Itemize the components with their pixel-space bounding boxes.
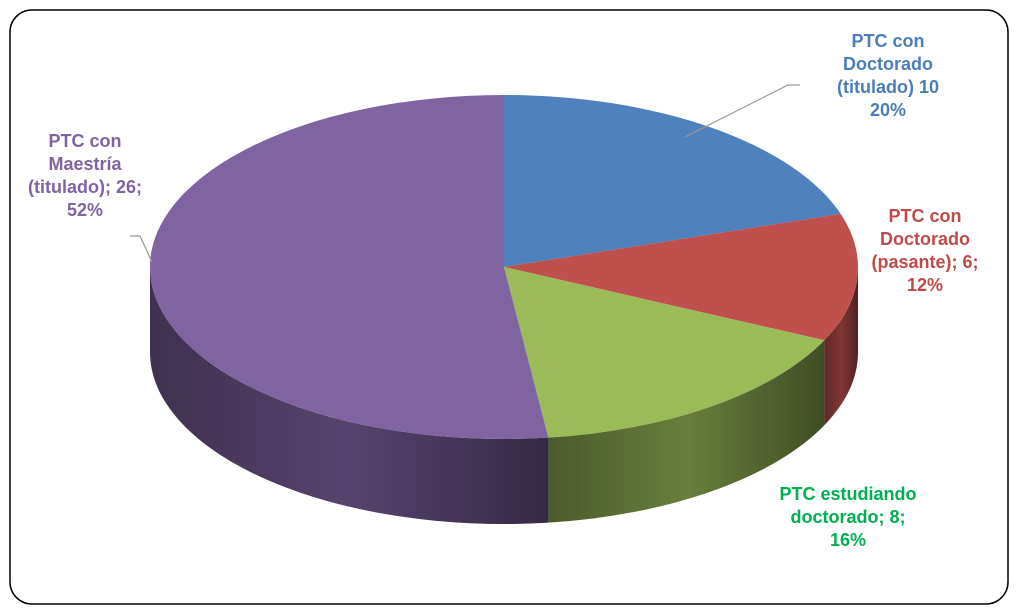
pie-tops: [150, 95, 859, 439]
slice-side-shade: [548, 340, 825, 523]
label-name: PTC con Doctorado (pasante);: [871, 206, 970, 272]
slice-side-shade: [150, 267, 549, 524]
label-pct: 20%: [869, 100, 907, 120]
data-label: PTC con Doctorado (titulado) 10 20%: [828, 30, 948, 122]
label-val: 10: [918, 77, 940, 97]
data-label: PTC con Doctorado (pasante); 6; 12%: [860, 205, 990, 297]
label-pct: 52%: [66, 200, 104, 220]
pie-sides: [150, 267, 858, 524]
slice: [150, 95, 549, 439]
slice: [504, 95, 841, 267]
label-val: 8;: [889, 507, 906, 527]
leader-line: [684, 84, 800, 138]
label-val: 6;: [962, 252, 979, 272]
slice-side-shade: [824, 267, 858, 426]
data-label: PTC con Maestría (titulado); 26; 52%: [20, 130, 150, 222]
label-name: PTC con Doctorado (titulado): [836, 31, 933, 97]
label-val: 26;: [115, 177, 142, 197]
leader-line: [130, 235, 153, 263]
slice: [504, 267, 825, 438]
label-name: PTC estudiando doctorado;: [779, 484, 917, 527]
data-label: PTC estudiando doctorado; 8; 16%: [748, 483, 948, 552]
label-pct: 12%: [906, 275, 944, 295]
label-pct: 16%: [829, 530, 867, 550]
label-name: PTC con Maestría (titulado);: [28, 131, 122, 197]
slice: [504, 213, 859, 341]
